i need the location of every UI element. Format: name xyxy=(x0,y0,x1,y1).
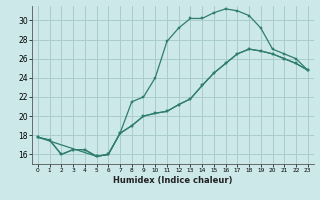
X-axis label: Humidex (Indice chaleur): Humidex (Indice chaleur) xyxy=(113,176,233,185)
